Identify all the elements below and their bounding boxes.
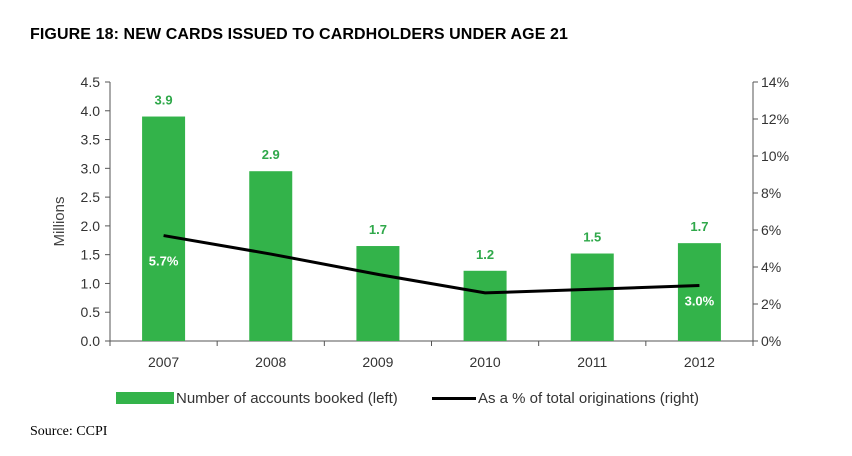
- x-tick-label: 2007: [148, 354, 179, 370]
- y-tick-label-left: 2.5: [81, 189, 101, 205]
- bar: [142, 116, 186, 342]
- x-tick-label: 2009: [362, 354, 393, 370]
- y-tick-label-left: 0.0: [81, 333, 101, 349]
- y-tick-label-left: 1.0: [81, 275, 101, 291]
- bar-value-label: 1.7: [369, 222, 387, 237]
- y-axis-title: Millions: [51, 196, 68, 246]
- line-value-label: 3.0%: [685, 294, 715, 309]
- y-tick-label-right: 6%: [761, 222, 781, 238]
- x-tick-label: 2010: [470, 354, 501, 370]
- y-tick-label-right: 4%: [761, 259, 781, 275]
- bar: [356, 246, 400, 341]
- line-value-label: 5.7%: [149, 254, 179, 269]
- bar: [677, 243, 721, 341]
- x-tick-label: 2011: [577, 354, 607, 370]
- y-tick-label-right: 10%: [761, 148, 789, 164]
- source-note: Source: CCPI: [30, 424, 108, 439]
- legend-swatch-bar: [116, 392, 174, 404]
- bar-value-label: 1.5: [583, 230, 601, 245]
- legend-label-bars: Number of accounts booked (left): [176, 389, 398, 407]
- legend-item-bars: Number of accounts booked (left): [116, 387, 398, 409]
- chart-plot: 0.0 0.5 1.0 1.5 2.0 2.5 3.0 3.5 4.0 4.5 0% 2% 4% 6% 8%…: [51, 74, 789, 370]
- y-tick-label-right: 2%: [761, 296, 781, 312]
- legend-swatch-line: [432, 396, 476, 400]
- legend-item-line: As a % of total originations (right): [432, 387, 699, 409]
- y-tick-label-left: 3.5: [81, 132, 101, 148]
- bar-value-label: 3.9: [155, 93, 173, 108]
- bar-value-label: 1.7: [690, 219, 708, 234]
- y-tick-label-right: 14%: [761, 74, 789, 90]
- y-tick-label-left: 0.5: [81, 304, 101, 320]
- x-tick-label: 2012: [684, 354, 715, 370]
- y-tick-label-right: 12%: [761, 111, 789, 127]
- y-tick-label-right: 0%: [761, 333, 781, 349]
- series-line: [163, 234, 700, 295]
- y-tick-label-right: 8%: [761, 185, 781, 201]
- y-tick-label-left: 4.0: [81, 103, 101, 119]
- y-tick-label-left: 3.0: [81, 160, 101, 176]
- y-tick-label-left: 4.5: [81, 74, 101, 90]
- legend-label-line: As a % of total originations (right): [478, 389, 699, 407]
- bar-value-label: 2.9: [262, 147, 280, 162]
- y-tick-label-left: 2.0: [81, 218, 101, 234]
- y-tick-label-left: 1.5: [81, 247, 101, 263]
- chart-title: FIGURE 18: NEW CARDS ISSUED TO CARDHOLDE…: [30, 26, 569, 43]
- bar: [463, 270, 507, 341]
- bar: [570, 253, 614, 341]
- x-tick-label: 2008: [255, 354, 286, 370]
- bar-value-label: 1.2: [476, 247, 494, 262]
